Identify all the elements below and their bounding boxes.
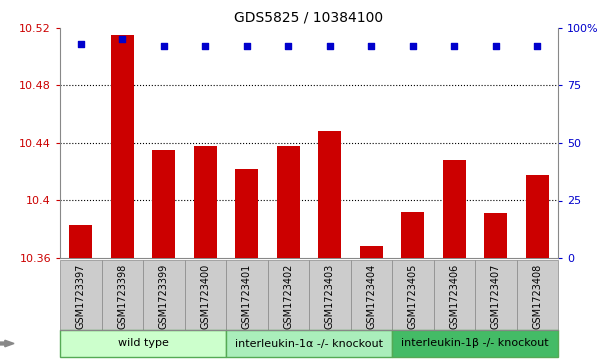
Bar	[360, 246, 383, 258]
Text: GSM1723397: GSM1723397	[76, 264, 86, 329]
Text: GSM1723399: GSM1723399	[159, 264, 169, 329]
Point	[242, 44, 252, 49]
Point	[200, 44, 210, 49]
Bar	[443, 160, 466, 258]
Point	[408, 44, 417, 49]
Text: GSM1723408: GSM1723408	[532, 264, 543, 329]
Bar	[69, 225, 92, 258]
Text: wild type: wild type	[118, 339, 169, 348]
Bar	[318, 131, 341, 258]
Point	[491, 44, 501, 49]
Bar	[194, 146, 216, 258]
Point	[367, 44, 376, 49]
Bar	[484, 213, 507, 258]
Text: GSM1723407: GSM1723407	[491, 264, 501, 329]
Point	[325, 44, 335, 49]
Text: GSM1723406: GSM1723406	[449, 264, 459, 329]
Point	[283, 44, 293, 49]
Bar	[526, 175, 549, 258]
Text: GSM1723400: GSM1723400	[200, 264, 210, 329]
Text: GSM1723403: GSM1723403	[325, 264, 335, 329]
Text: interleukin-1β -/- knockout: interleukin-1β -/- knockout	[401, 339, 549, 348]
Bar	[153, 150, 175, 258]
Text: GSM1723402: GSM1723402	[283, 264, 293, 329]
Text: GSM1723404: GSM1723404	[366, 264, 376, 329]
Point	[76, 41, 86, 47]
Point	[117, 37, 127, 42]
Bar	[111, 35, 134, 258]
Bar	[277, 146, 300, 258]
Bar	[235, 169, 258, 258]
Point	[532, 44, 542, 49]
Text: interleukin-1α -/- knockout: interleukin-1α -/- knockout	[235, 339, 383, 348]
Point	[159, 44, 169, 49]
Bar	[402, 212, 424, 258]
Title: GDS5825 / 10384100: GDS5825 / 10384100	[234, 10, 384, 24]
Point	[449, 44, 459, 49]
Text: GSM1723398: GSM1723398	[117, 264, 128, 329]
Text: GSM1723401: GSM1723401	[242, 264, 252, 329]
Text: GSM1723405: GSM1723405	[408, 264, 417, 329]
